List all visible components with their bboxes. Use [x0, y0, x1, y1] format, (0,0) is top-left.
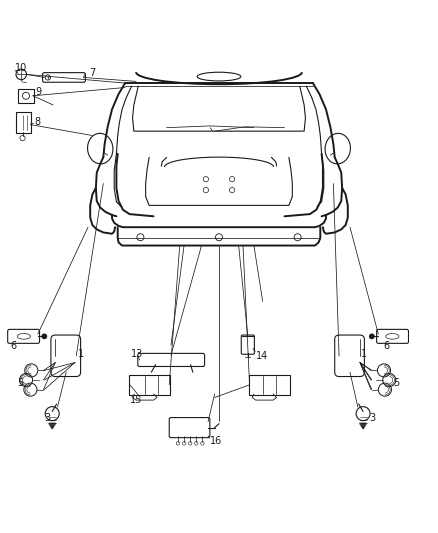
FancyBboxPatch shape: [8, 329, 39, 343]
Text: 9: 9: [35, 87, 42, 98]
FancyBboxPatch shape: [249, 375, 290, 395]
Text: 16: 16: [210, 435, 223, 446]
Text: 14: 14: [256, 351, 268, 361]
Circle shape: [42, 334, 46, 338]
FancyBboxPatch shape: [335, 335, 364, 376]
FancyBboxPatch shape: [18, 89, 34, 103]
FancyBboxPatch shape: [377, 329, 409, 343]
Text: 13: 13: [131, 349, 143, 359]
FancyBboxPatch shape: [241, 335, 254, 354]
Text: 7: 7: [89, 68, 95, 78]
FancyBboxPatch shape: [51, 335, 81, 376]
Polygon shape: [49, 423, 56, 429]
Text: 6: 6: [384, 341, 390, 351]
FancyBboxPatch shape: [138, 353, 205, 367]
FancyBboxPatch shape: [16, 111, 31, 133]
FancyBboxPatch shape: [42, 72, 85, 82]
Circle shape: [370, 334, 374, 338]
Text: 6: 6: [11, 341, 16, 351]
Text: 5: 5: [17, 378, 24, 388]
Polygon shape: [360, 423, 367, 429]
FancyBboxPatch shape: [129, 375, 170, 395]
Text: 1: 1: [361, 349, 367, 359]
Text: 10: 10: [15, 63, 27, 73]
Text: 3: 3: [370, 414, 376, 423]
Text: 8: 8: [34, 117, 40, 127]
Text: 1: 1: [78, 349, 85, 359]
Text: 5: 5: [394, 378, 400, 388]
Text: 3: 3: [44, 414, 50, 423]
Text: 15: 15: [130, 394, 142, 405]
FancyBboxPatch shape: [169, 417, 210, 438]
